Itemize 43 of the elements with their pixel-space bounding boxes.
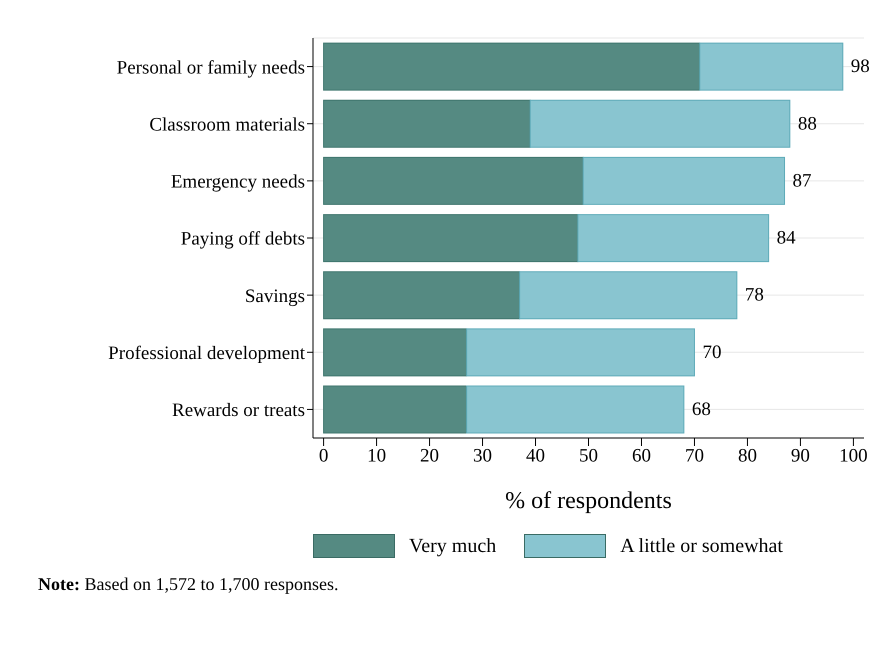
x-axis-title: % of respondents xyxy=(505,488,672,514)
x-tick-label: 50 xyxy=(579,445,598,466)
legend-label: A little or somewhat xyxy=(620,534,783,558)
x-tick-label: 0 xyxy=(318,445,328,466)
x-tick-label: 80 xyxy=(738,445,757,466)
total-label: 88 xyxy=(798,113,817,134)
text: Note: Based on 1,572 to 1,700 responses. xyxy=(38,574,338,594)
bar xyxy=(530,100,790,148)
bar xyxy=(323,386,468,434)
bar xyxy=(466,386,684,434)
bar xyxy=(323,214,578,262)
x-tick-label: 30 xyxy=(473,445,492,466)
bar xyxy=(699,42,844,91)
total-label: 70 xyxy=(702,342,722,363)
bar xyxy=(323,271,520,320)
total-label: 78 xyxy=(744,284,764,306)
x-tick-label: 70 xyxy=(684,445,704,466)
y-tick-label: Personal or family needs xyxy=(116,57,305,78)
y-tick-label: Classroom materials xyxy=(149,114,305,136)
x-tick-label: 20 xyxy=(420,445,440,466)
y-tick-label: Emergency needs xyxy=(170,172,305,193)
y-tick-label: Paying off debts xyxy=(180,228,305,250)
x-tick-label: 60 xyxy=(632,445,651,466)
x-tick-label: 10 xyxy=(367,445,386,466)
bar xyxy=(323,42,700,91)
y-tick-label: Savings xyxy=(244,286,305,307)
y-tick-label: Rewards or treats xyxy=(172,400,305,422)
total-label: 98 xyxy=(850,56,870,78)
bar xyxy=(323,100,531,148)
bar xyxy=(519,271,738,320)
x-tick-label: 40 xyxy=(526,445,546,466)
x-tick-label: 90 xyxy=(790,445,810,466)
bar xyxy=(577,214,770,262)
bar xyxy=(582,156,786,205)
total-label: 68 xyxy=(692,399,711,420)
legend-label: Very much xyxy=(409,534,496,558)
bar xyxy=(323,156,584,205)
total-label: 87 xyxy=(792,170,812,192)
x-tick-label: 100 xyxy=(839,445,868,466)
total-label: 84 xyxy=(776,228,796,249)
bar xyxy=(323,328,468,376)
y-tick-label: Professional development xyxy=(108,343,306,364)
bar xyxy=(466,328,695,376)
